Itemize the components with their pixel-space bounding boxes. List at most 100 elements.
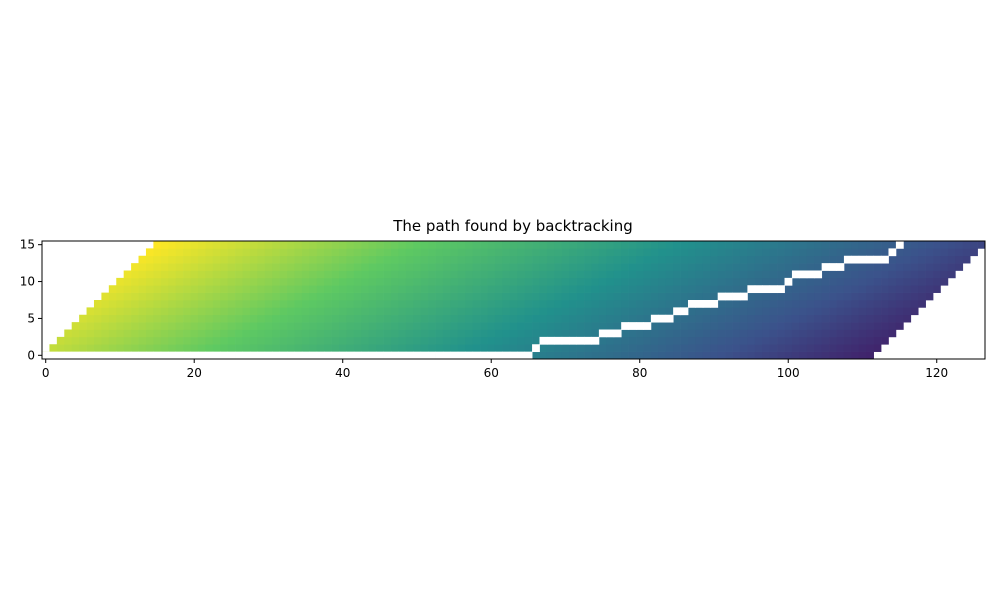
heatmap-cell	[613, 248, 622, 257]
heatmap-cell	[168, 277, 177, 286]
heatmap-cell	[554, 300, 563, 308]
heatmap-cell	[970, 241, 978, 249]
heatmap-cell	[472, 285, 481, 293]
heatmap-cell	[264, 248, 273, 257]
heatmap-cell	[843, 351, 852, 360]
heatmap-cell	[197, 300, 206, 308]
heatmap-cell	[383, 344, 392, 352]
heatmap-cell	[962, 255, 971, 264]
heatmap-cell	[428, 277, 436, 286]
heatmap-cell	[784, 255, 793, 264]
heatmap-cell	[428, 307, 436, 316]
heatmap-cell	[420, 300, 429, 308]
heatmap-cell	[643, 329, 652, 338]
heatmap-cell	[821, 292, 830, 301]
heatmap-cell	[806, 300, 815, 308]
heatmap-cell	[405, 344, 414, 352]
heatmap-cell	[806, 285, 815, 293]
heatmap-cell	[442, 292, 451, 301]
heatmap-cell	[673, 255, 681, 264]
heatmap-cell	[769, 277, 778, 286]
heatmap-cell	[739, 270, 748, 279]
heatmap-cell	[910, 255, 919, 264]
heatmap-cell	[212, 255, 221, 264]
heatmap-cell	[821, 270, 830, 279]
heatmap-cell	[316, 270, 325, 279]
heatmap-cell	[636, 336, 644, 345]
heatmap-cell	[762, 277, 771, 286]
heatmap-cell	[205, 241, 214, 249]
heatmap-cell	[821, 277, 830, 286]
heatmap-cell	[591, 285, 600, 293]
heatmap-cell	[405, 255, 414, 264]
heatmap-cell	[413, 270, 422, 279]
heatmap-cell	[346, 322, 355, 330]
heatmap-cell	[784, 322, 793, 330]
path-cell	[212, 351, 221, 360]
heatmap-cell	[509, 263, 518, 271]
heatmap-cell	[643, 248, 652, 257]
heatmap-cell	[272, 329, 280, 338]
heatmap-cell	[465, 241, 474, 249]
heatmap-cell	[153, 300, 162, 308]
heatmap-cell	[465, 300, 474, 308]
heatmap-cell	[220, 241, 228, 249]
heatmap-cell	[517, 285, 525, 293]
heatmap-cell	[940, 255, 949, 264]
path-cell	[650, 314, 659, 323]
heatmap-cell	[524, 248, 533, 257]
heatmap-cell	[249, 329, 258, 338]
heatmap-cell	[739, 336, 748, 345]
heatmap-cell	[702, 351, 711, 360]
path-cell	[851, 255, 860, 264]
heatmap-cell	[710, 255, 719, 264]
heatmap-cell	[881, 277, 889, 286]
heatmap-cell	[895, 300, 904, 308]
heatmap-cell	[123, 307, 132, 316]
heatmap-cell	[413, 329, 422, 338]
heatmap-cell	[606, 336, 615, 345]
axes-frame	[41, 240, 986, 360]
heatmap-cell	[480, 270, 488, 279]
heatmap-cell	[294, 344, 303, 352]
heatmap-cell	[910, 248, 919, 257]
heatmap-cell	[702, 322, 711, 330]
heatmap-cell	[546, 263, 555, 271]
heatmap-cell	[428, 285, 436, 293]
heatmap-cell	[851, 270, 860, 279]
heatmap-cell	[509, 314, 518, 323]
heatmap-cell	[398, 263, 407, 271]
heatmap-cell	[524, 329, 533, 338]
heatmap-cell	[576, 307, 585, 316]
heatmap-cell	[769, 248, 778, 257]
heatmap-cell	[175, 248, 184, 257]
heatmap-cell	[428, 255, 436, 264]
heatmap-cell	[665, 329, 674, 338]
heatmap-cell	[851, 300, 860, 308]
heatmap-cell	[836, 248, 845, 257]
heatmap-cell	[235, 336, 243, 345]
heatmap-cell	[732, 314, 741, 323]
heatmap-cell	[450, 336, 459, 345]
heatmap-cell	[650, 255, 659, 264]
heatmap-cell	[494, 314, 503, 323]
heatmap-cell	[858, 344, 867, 352]
heatmap-cell	[866, 285, 874, 293]
heatmap-cell	[680, 329, 689, 338]
heatmap-cell	[888, 255, 897, 264]
heatmap-cell	[910, 292, 919, 301]
heatmap-cell	[346, 270, 355, 279]
heatmap-cell	[561, 292, 570, 301]
heatmap-cell	[71, 344, 80, 352]
heatmap-cell	[695, 351, 704, 360]
heatmap-cell	[316, 255, 325, 264]
heatmap-cell	[279, 277, 288, 286]
heatmap-cell	[116, 300, 125, 308]
heatmap-cell	[160, 307, 169, 316]
heatmap-cell	[249, 322, 258, 330]
path-cell	[866, 255, 875, 264]
heatmap-cell	[376, 336, 384, 345]
heatmap-cell	[524, 277, 533, 286]
heatmap-cell	[197, 241, 206, 249]
heatmap-cell	[725, 329, 733, 338]
